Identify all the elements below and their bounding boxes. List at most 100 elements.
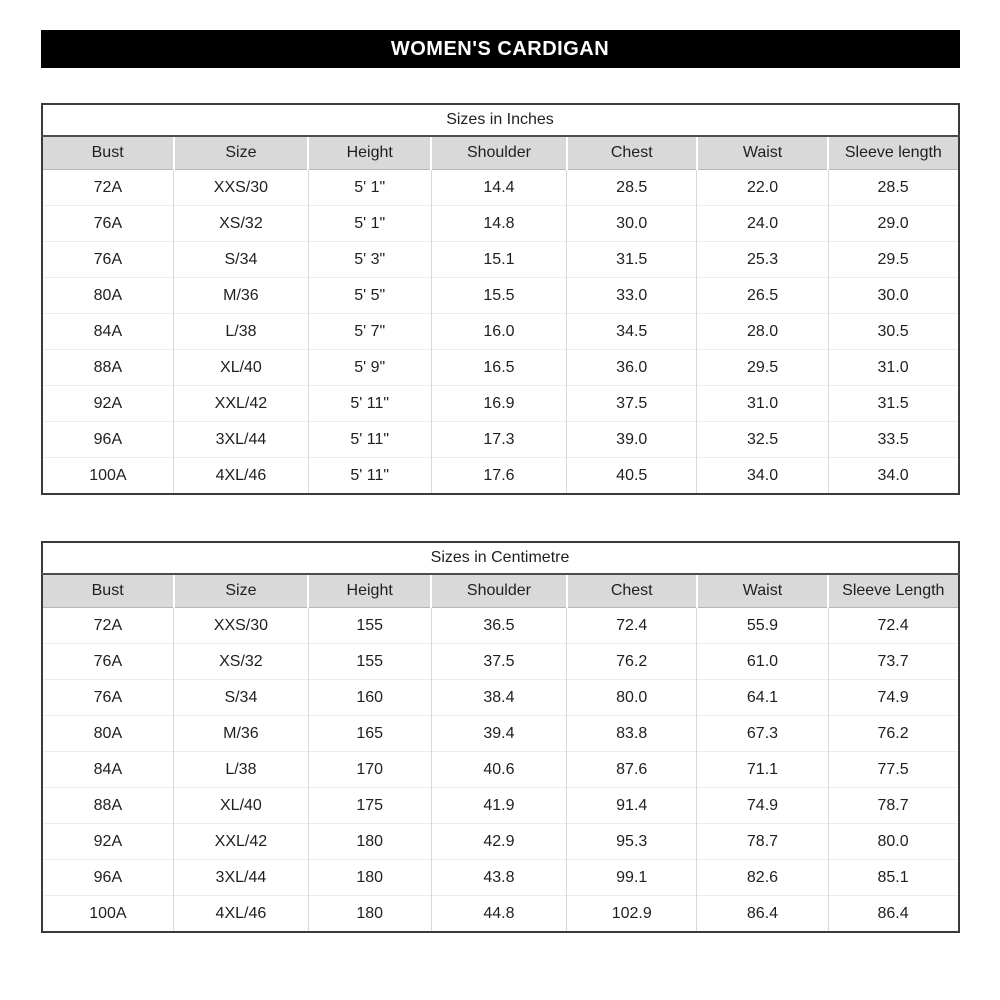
table-cell: 76A [41,205,175,242]
table-cell: 55.9 [696,607,829,644]
table-caption-row: Sizes in Centimetre [41,542,959,575]
table-cell: 80A [41,715,175,752]
table-cell: 26.5 [696,277,829,314]
table-cell: XS/32 [173,643,309,680]
column-header: Height [308,136,433,170]
table-row: 92A XXL/42 180 42.9 95.3 78.7 80.0 [41,823,959,860]
table-cell: 72.4 [566,607,698,644]
table-cell: 31.0 [696,385,829,422]
table-row: 100A 4XL/46 5' 11" 17.6 40.5 34.0 34.0 [41,457,959,494]
table-cell: 31.0 [828,349,959,386]
table-cell: 5' 11" [308,421,432,458]
table-cell: 33.5 [828,421,959,458]
table-cell: 29.5 [696,349,829,386]
table-cell: 77.5 [828,751,959,788]
table-row: 84A L/38 170 40.6 87.6 71.1 77.5 [41,751,959,788]
table-cell: 40.5 [566,457,698,494]
table-row: 72A XXS/30 155 36.5 72.4 55.9 72.4 [41,607,959,644]
table-header-row: Bust Size Height Shoulder Chest Waist Sleeve l… [41,136,959,170]
table-cell: S/34 [173,679,309,716]
table-cell: XXS/30 [173,607,309,644]
table-cell: M/36 [173,715,309,752]
table-cell: 76A [41,241,175,278]
table-cell: 16.0 [431,313,568,350]
table-cell: 5' 1" [308,205,432,242]
table-row: 88A XL/40 5' 9" 16.5 36.0 29.5 31.0 [41,349,959,386]
table-cell: 39.4 [431,715,568,752]
table-cell: 36.0 [566,349,698,386]
table-cell: 37.5 [431,643,568,680]
table-cell: 32.5 [696,421,829,458]
column-header: Shoulder [431,136,568,170]
table-row: 76A XS/32 5' 1" 14.8 30.0 24.0 29.0 [41,205,959,242]
column-header: Bust [41,574,175,608]
table-cell: 74.9 [696,787,829,824]
table-cell: L/38 [173,313,309,350]
table-cell: 80A [41,277,175,314]
table-caption: Sizes in Centimetre [41,542,959,575]
table-cell: 5' 1" [308,169,432,206]
table-cell: 86.4 [696,895,829,932]
table-cell: XL/40 [173,787,309,824]
table-cell: 16.5 [431,349,568,386]
table-row: 96A 3XL/44 180 43.8 99.1 82.6 85.1 [41,859,959,896]
table-cell: 72.4 [877,616,909,634]
table-cell: 76A [41,679,175,716]
table-cell: 92A [41,385,175,422]
table-cell: S/34 [173,241,309,278]
table-cell: 78.7 [696,823,829,860]
table-cell: 160 [308,679,432,716]
table-cell: 33.0 [566,277,698,314]
table-cell: 96A [41,421,175,458]
table-cell: 41.9 [431,787,568,824]
table-cell: 100A [41,895,175,932]
table-cell: 36.5 [431,607,568,644]
table-cell: 28.5 [877,178,909,196]
column-header: Chest [566,574,698,608]
column-header: Size [173,136,310,170]
table-body-centimetre: 72A XXS/30 155 36.5 72.4 55.9 72.4 76A XS/32 155 3… [41,607,959,932]
table-cell: 29.0 [828,205,959,242]
table-cell: 38.4 [431,679,568,716]
table-cell: 96A [41,859,175,896]
table-cell: 5' 9" [308,349,432,386]
table-header-row: Bust Size Height Shoulder Chest Waist Sleeve L… [41,574,959,608]
table-cell: 80.0 [828,823,959,860]
table-cell: 72A [41,607,175,644]
table-cell: XS/32 [173,205,309,242]
table-cell: L/38 [173,751,309,788]
table-cell: 76.2 [566,643,698,680]
table-row: 72A XXS/30 5' 1" 14.4 28.5 22.0 28.5 [41,169,959,206]
table-cell: M/36 [173,277,309,314]
table-cell: 76A [41,643,175,680]
column-header: Bust [41,136,175,170]
table-cell: 40.6 [431,751,568,788]
table-cell: 34.5 [566,313,698,350]
table-cell: 73.7 [828,643,959,680]
table-cell: 31.5 [828,385,959,422]
table-cell: 3XL/44 [173,859,309,896]
table-cell: 180 [308,823,432,860]
table-cell: 84A [41,751,175,788]
table-cell: 67.3 [696,715,829,752]
table-cell: 92A [41,823,175,860]
table-cell: 85.1 [828,859,959,896]
table-cell: 37.5 [566,385,698,422]
table-cell: 16.9 [431,385,568,422]
table-cell: 5' 11" [308,457,432,494]
table-cell: 102.9 [566,895,698,932]
table-cell: 170 [308,751,432,788]
column-header: Shoulder [431,574,568,608]
table-cell: 28.0 [696,313,829,350]
table-cell: 78.7 [828,787,959,824]
table-cell: 71.1 [696,751,829,788]
table-row: 88A XL/40 175 41.9 91.4 74.9 78.7 [41,787,959,824]
size-table-inches: Sizes in Inches Bust Size Height Shoulder Ch… [40,103,960,495]
table-cell: 39.0 [566,421,698,458]
table-cell: 180 [308,859,432,896]
table-cell: 83.8 [566,715,698,752]
table-cell: 15.1 [431,241,568,278]
column-header: Height [308,574,433,608]
table-cell: 14.4 [431,169,568,206]
table-cell: 5' 3" [308,241,432,278]
